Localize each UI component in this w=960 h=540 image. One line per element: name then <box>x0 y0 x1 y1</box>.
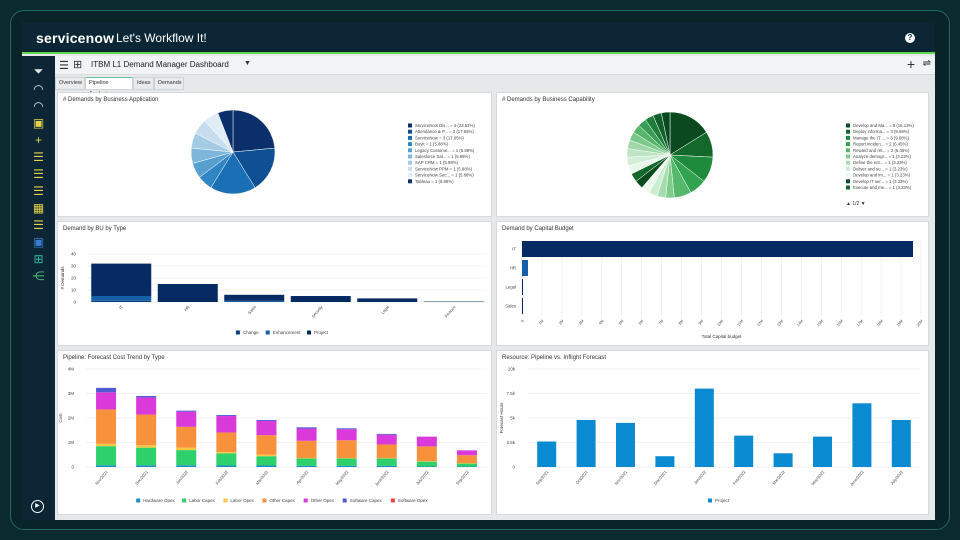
dashboard-title[interactable]: ITBM L1 Demand Manager Dashboard <box>91 60 229 69</box>
sliders-icon[interactable]: ⇌ <box>922 58 931 69</box>
panel-title: # Demands by Business Capability <box>502 97 595 103</box>
tagline: Let's Workflow It! <box>116 31 207 45</box>
chevron-down-icon[interactable]: ▼ <box>244 60 251 67</box>
brand-logo: servicenow <box>36 30 115 46</box>
dashboard-toolbar: ☰ ⊞ ITBM L1 Demand Manager Dashboard ▼ +… <box>55 56 935 75</box>
panel-business-application: # Demands by Business Application <box>57 92 492 217</box>
hamburger-icon[interactable]: ☰ <box>59 60 69 72</box>
panel-title: # Demands by Business Application <box>63 97 159 103</box>
panel-resource-forecast: Resource: Pipeline vs. Inflight Forecast <box>496 350 929 515</box>
sidebar: ⏷ ◠ ◠ ▣ + ☰ ☰ ☰ ▦ ☰ ▣ ⊞ ⋲ ▶ <box>22 56 55 520</box>
tab-demands[interactable]: Demands <box>154 77 184 90</box>
panel-bu-by-type: Demand by BU by Type <box>57 221 492 346</box>
panel-title: Demand by Capital Budget <box>502 226 574 232</box>
list-icon[interactable]: ☰ <box>33 184 44 198</box>
grid-icon[interactable]: ⊞ <box>73 59 83 71</box>
list-icon[interactable]: ☰ <box>33 167 44 181</box>
panel-title: Pipeline: Forecast Cost Trend by Type <box>63 355 165 361</box>
filter-icon[interactable]: ⏷ <box>33 64 44 78</box>
panel-business-capability: # Demands by Business Capability <box>496 92 929 217</box>
plus-icon[interactable]: + <box>34 133 42 147</box>
play-icon[interactable]: ▶ <box>31 500 44 513</box>
tab-pipeline-analysis[interactable]: Pipeline Analysis <box>85 77 133 97</box>
save-icon[interactable]: ▣ <box>32 116 45 130</box>
tab-ideas[interactable]: Ideas <box>133 77 154 90</box>
gauge-icon[interactable]: ◠ <box>33 82 44 96</box>
gauge-icon[interactable]: ◠ <box>33 99 44 113</box>
save-icon[interactable]: ▣ <box>32 235 45 249</box>
top-header: servicenow Let's Workflow It! ? <box>22 22 935 54</box>
panel-capital-budget: Demand by Capital Budget <box>496 221 929 346</box>
panel-title: Demand by BU by Type <box>63 226 127 232</box>
app-window: servicenow Let's Workflow It! ? ⏷ ◠ ◠ ▣ … <box>22 22 935 520</box>
calendar-icon[interactable]: ▦ <box>32 201 45 215</box>
hierarchy-icon[interactable]: ⋲ <box>32 269 45 283</box>
list-icon[interactable]: ☰ <box>33 218 44 232</box>
question-circle-icon[interactable]: ? <box>905 33 915 43</box>
list-icon[interactable]: ☰ <box>33 150 44 164</box>
plus-icon[interactable]: + <box>906 56 915 72</box>
panel-forecast-cost: Pipeline: Forecast Cost Trend by Type <box>57 350 492 515</box>
tab-overview[interactable]: Overview <box>55 77 85 90</box>
panel-title: Resource: Pipeline vs. Inflight Forecast <box>502 355 607 361</box>
grid-icon[interactable]: ⊞ <box>33 252 44 266</box>
